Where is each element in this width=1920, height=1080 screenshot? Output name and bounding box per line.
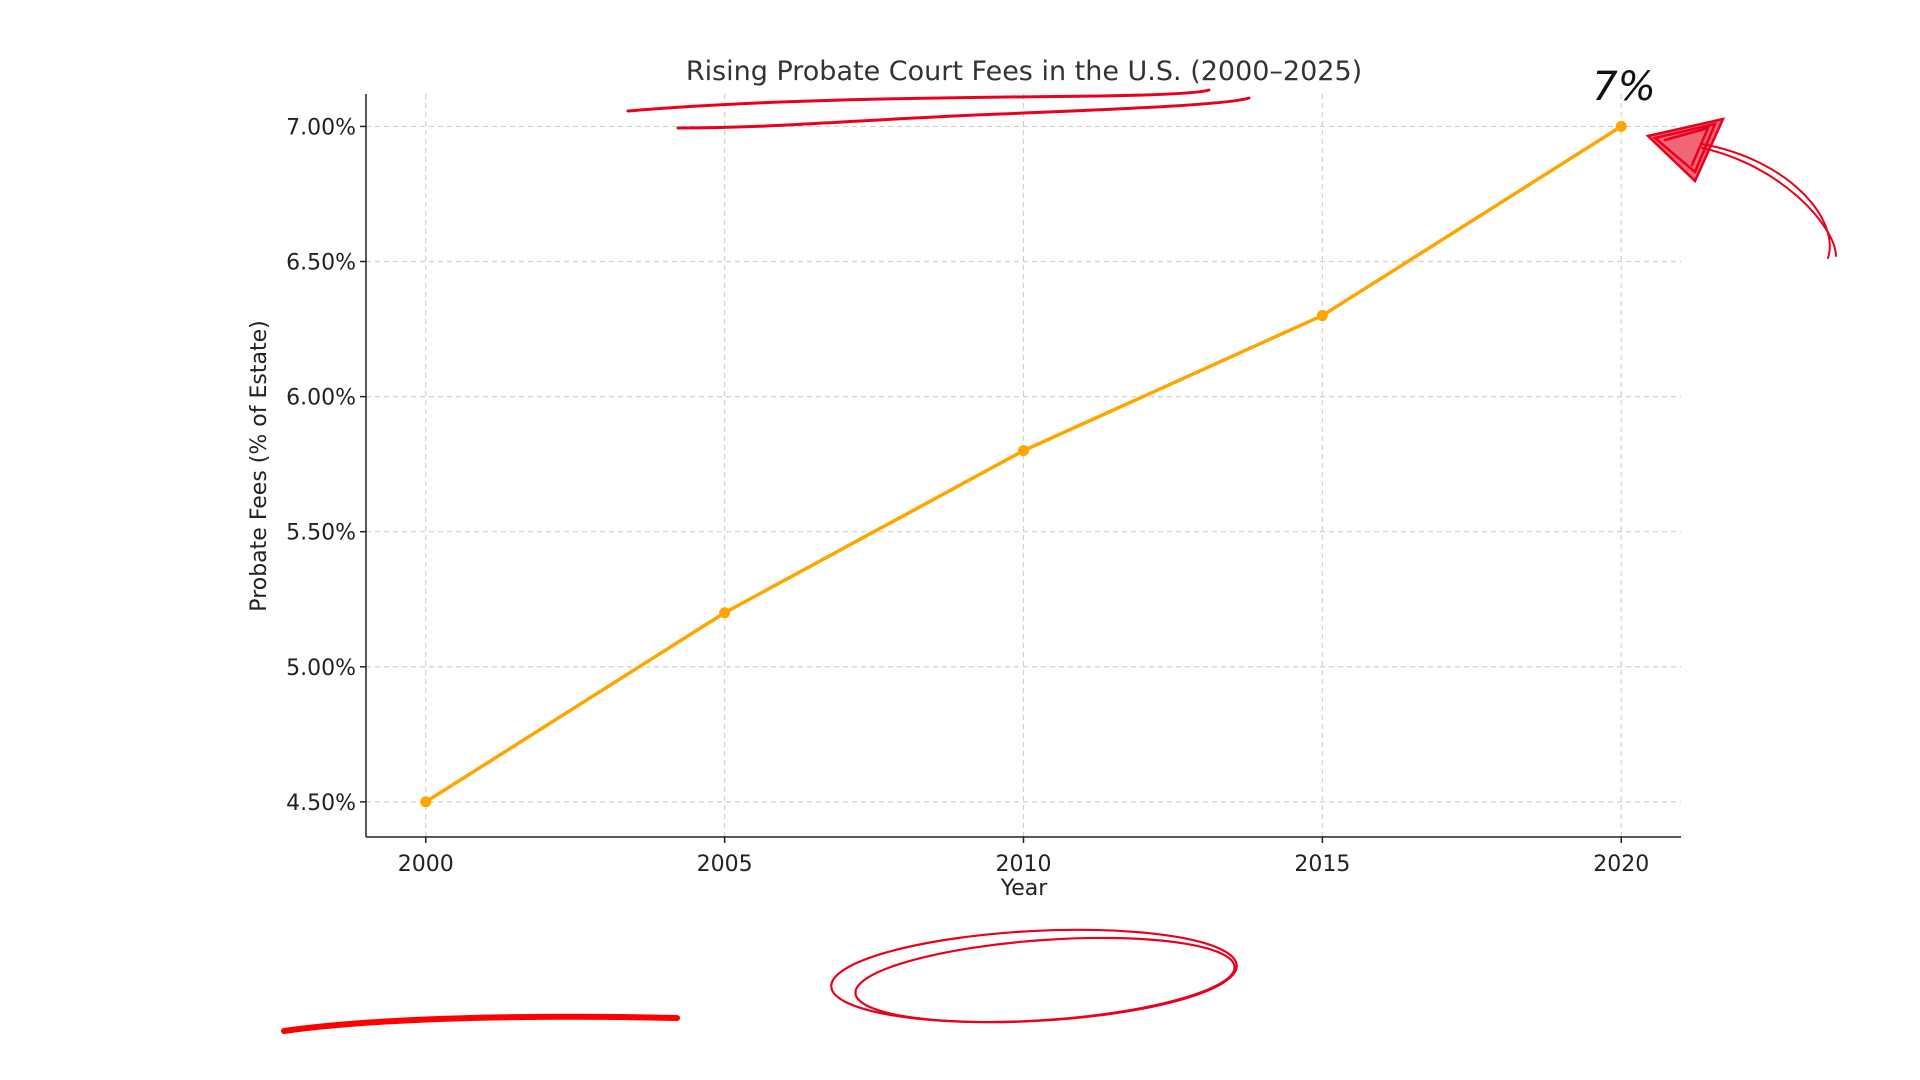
- circle-annotation-2: [854, 936, 1236, 1024]
- y-tick-label: 6.50%: [286, 251, 356, 276]
- y-ticks: 4.50% 5.00% 5.50% 6.00% 6.50% 7.00%: [286, 115, 366, 816]
- callout-7-percent: 7%: [1592, 64, 1655, 110]
- grid-lines: [366, 94, 1681, 837]
- x-tick-label: 2015: [1294, 852, 1350, 877]
- y-tick-label: 4.50%: [286, 791, 356, 816]
- data-point-2015: [1316, 310, 1328, 322]
- data-point-2020: [1615, 120, 1627, 132]
- data-point-2000: [420, 796, 432, 808]
- data-point-2005: [719, 607, 731, 619]
- circle-annotation-1: [830, 928, 1238, 1024]
- data-point-2010: [1018, 445, 1029, 457]
- y-tick-label: 5.50%: [286, 521, 356, 546]
- chart-title: Rising Probate Court Fees in the U.S. (2…: [686, 56, 1362, 87]
- x-tick-label: 2010: [996, 852, 1052, 877]
- y-tick-label: 5.00%: [286, 656, 356, 681]
- hand-annotations: [281, 88, 1837, 1034]
- x-tick-label: 2005: [697, 852, 753, 877]
- y-axis-label: Probate Fees (% of Estate): [247, 320, 272, 611]
- x-tick-label: 2020: [1593, 852, 1649, 877]
- bottom-underline-stroke: [281, 1013, 680, 1034]
- series: [420, 120, 1627, 808]
- title-underline-stroke-2: [676, 96, 1251, 130]
- x-tick-label: 2000: [398, 852, 454, 877]
- y-tick-label: 7.00%: [286, 115, 356, 140]
- y-tick-label: 6.00%: [286, 386, 356, 411]
- x-axis-label: Year: [1000, 876, 1049, 901]
- title-underline-stroke-1: [626, 88, 1211, 113]
- arrow-shaft-2: [1701, 147, 1837, 257]
- arrow-shaft-1: [1701, 143, 1831, 259]
- x-ticks: 2000 2005 2010 2015 2020: [398, 837, 1649, 877]
